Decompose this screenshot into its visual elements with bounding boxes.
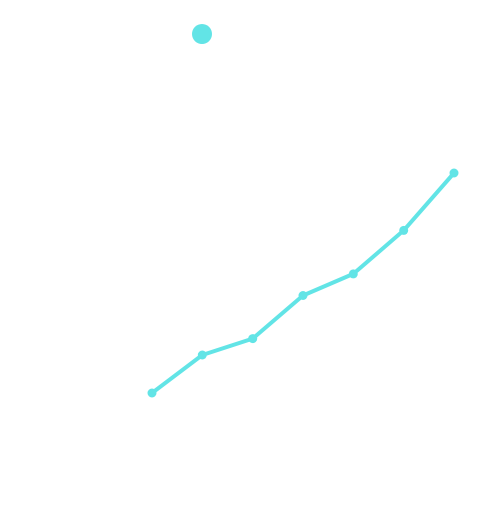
data-point-0-3 — [298, 291, 308, 300]
data-point-0-5 — [399, 225, 409, 235]
data-point-0-2 — [248, 334, 258, 344]
data-point-0-1 — [197, 350, 207, 360]
data-point-0-4 — [348, 269, 358, 279]
series-layer — [147, 168, 459, 398]
legend — [192, 24, 212, 44]
data-point-0-0 — [147, 388, 157, 398]
data-point-0-6 — [449, 168, 459, 178]
legend-marker — [192, 24, 212, 44]
